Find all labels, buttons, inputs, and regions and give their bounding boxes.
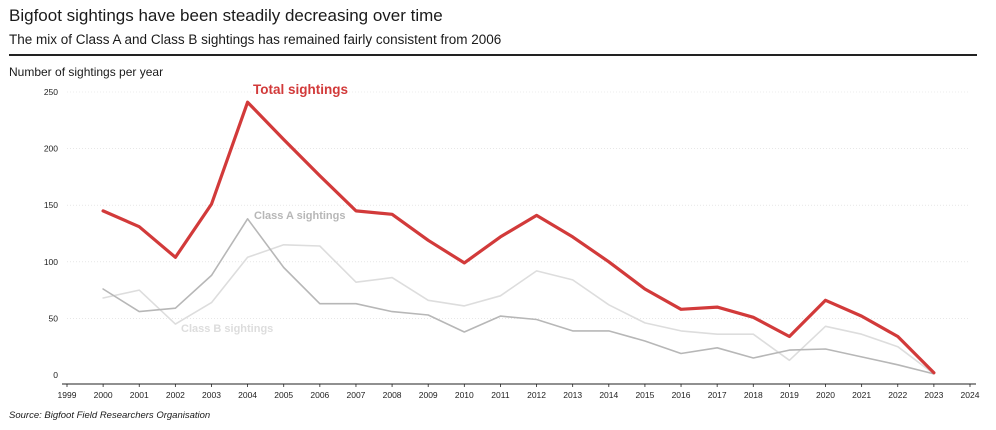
chart-title: Bigfoot sightings have been steadily dec… bbox=[9, 6, 443, 25]
x-tick-label: 2002 bbox=[166, 390, 185, 400]
x-tick-label: 2022 bbox=[888, 390, 907, 400]
y-tick-label: 150 bbox=[44, 200, 58, 210]
series-label-total-sightings: Total sightings bbox=[253, 82, 348, 97]
x-tick-label: 2009 bbox=[419, 390, 438, 400]
x-axis: 1999 2000 2001 2002 2003 2004 2005 2006 2007 2008… bbox=[58, 383, 980, 400]
x-tick-label: 2015 bbox=[635, 390, 654, 400]
x-tick-label: 2001 bbox=[130, 390, 149, 400]
series-label-class-a-sightings: Class A sightings bbox=[254, 210, 345, 222]
chart-subtitle: The mix of Class A and Class B sightings… bbox=[9, 32, 502, 47]
x-tick-label: 2004 bbox=[238, 390, 257, 400]
y-tick-label: 50 bbox=[49, 313, 59, 323]
x-tick-label: 2017 bbox=[708, 390, 727, 400]
x-tick-label: 2008 bbox=[383, 390, 402, 400]
series-label-class-b-sightings: Class B sightings bbox=[181, 323, 273, 335]
source-note: Source: Bigfoot Field Researchers Organi… bbox=[9, 410, 211, 421]
x-tick-label: 2013 bbox=[563, 390, 582, 400]
x-tick-label: 2023 bbox=[924, 390, 943, 400]
series-line-class-b-sightings bbox=[102, 244, 935, 375]
series-line-total-sightings bbox=[101, 100, 936, 375]
series-lines bbox=[101, 100, 936, 375]
y-axis-label: Number of sightings per year bbox=[9, 65, 164, 79]
x-tick-label: 2005 bbox=[274, 390, 293, 400]
x-tick-label: 2000 bbox=[94, 390, 113, 400]
gridlines bbox=[67, 91, 970, 319]
y-tick-label: 200 bbox=[44, 144, 58, 154]
x-tick-label: 2024 bbox=[961, 390, 980, 400]
y-tick-label: 0 bbox=[53, 370, 58, 380]
x-tick-label: 2010 bbox=[455, 390, 474, 400]
x-tick-label: 2016 bbox=[672, 390, 691, 400]
x-tick-label: 2012 bbox=[527, 390, 546, 400]
x-tick-label: 2003 bbox=[202, 390, 221, 400]
series-line-class-a-sightings bbox=[102, 218, 935, 375]
x-tick-label: 2021 bbox=[852, 390, 871, 400]
x-tick-label: 2006 bbox=[310, 390, 329, 400]
y-tick-label: 250 bbox=[44, 87, 58, 97]
series-labels: Class B sightings Class A sightings Total … bbox=[181, 82, 348, 335]
x-tick-label: 2020 bbox=[816, 390, 835, 400]
x-tick-label: 2019 bbox=[780, 390, 799, 400]
x-tick-label: 2011 bbox=[491, 390, 510, 400]
y-tick-label: 100 bbox=[44, 257, 58, 267]
y-axis: 0 50 100 150 200 250 bbox=[44, 87, 58, 380]
x-tick-label: 2018 bbox=[744, 390, 763, 400]
title-divider bbox=[9, 54, 977, 56]
x-tick-label: 2014 bbox=[599, 390, 618, 400]
x-tick-label: 1999 bbox=[58, 390, 77, 400]
x-tick-label: 2007 bbox=[346, 390, 365, 400]
